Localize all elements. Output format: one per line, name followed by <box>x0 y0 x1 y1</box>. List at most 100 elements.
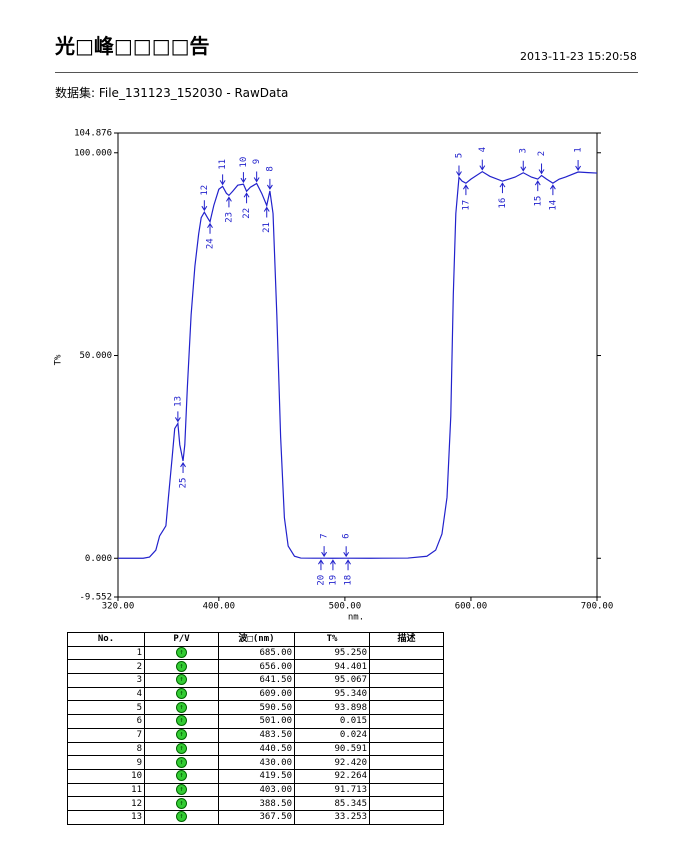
valley-label: 25 <box>179 478 189 489</box>
wavelength: 483.50 <box>218 727 295 743</box>
table-row: 4 ↑ 609.00 95.340 <box>67 686 444 702</box>
transmittance: 90.591 <box>294 741 370 757</box>
y-tick-label: 100.000 <box>74 148 112 158</box>
column-header: T% <box>294 632 370 647</box>
transmittance: 95.250 <box>294 645 370 661</box>
peak-icon: ↑ <box>176 756 187 768</box>
table-row: 7 ↑ 483.50 0.024 <box>67 727 444 743</box>
x-axis-label: nm. <box>348 613 364 623</box>
table-body: 1 ↑ 685.00 95.250 2 ↑ 656.00 94.401 3 ↑ 641.50 95.0… <box>67 645 444 825</box>
wavelength: 501.00 <box>218 714 295 729</box>
transmittance: 94.401 <box>294 659 370 675</box>
pv-cell: ↑ <box>144 645 219 661</box>
valley-marker <box>549 184 556 196</box>
wavelength: 685.00 <box>218 645 295 661</box>
table-header: No. P/V 波□(nm) T% 描述 <box>67 632 444 647</box>
peak-marker <box>253 171 260 183</box>
description-cell <box>369 755 444 770</box>
transmittance: 93.898 <box>294 700 370 716</box>
column-header: 描述 <box>369 632 444 647</box>
y-tick-label: 50.000 <box>79 351 112 361</box>
wavelength: 656.00 <box>218 659 295 675</box>
peak-marker <box>575 160 582 171</box>
peak-label: 13 <box>173 396 183 407</box>
peak-icon: ↑ <box>176 674 187 686</box>
peak-marker <box>479 159 486 171</box>
x-tick-label: 400.00 <box>203 602 236 612</box>
peak-icon: ↑ <box>176 660 187 672</box>
peak-label: 12 <box>200 185 210 196</box>
valley-marker <box>329 559 336 571</box>
wavelength: 641.50 <box>218 673 295 688</box>
valley-label: 22 <box>242 208 252 219</box>
transmittance: 33.253 <box>294 809 370 825</box>
valley-label: 16 <box>498 198 508 209</box>
peak-icon: ↑ <box>176 742 187 754</box>
description-cell <box>369 673 444 688</box>
peak-label: 7 <box>320 533 330 538</box>
row-number: 2 <box>67 659 145 675</box>
wavelength: 419.50 <box>218 768 295 784</box>
table-row: 10 ↑ 419.50 92.264 <box>67 768 444 784</box>
row-number: 11 <box>67 782 145 798</box>
description-cell <box>369 700 444 716</box>
description-cell <box>369 768 444 784</box>
row-number: 6 <box>67 714 145 729</box>
valley-marker <box>462 184 469 196</box>
transmittance: 0.024 <box>294 727 370 743</box>
valley-marker <box>499 182 506 194</box>
pv-cell: ↑ <box>144 809 219 825</box>
table-row: 11 ↑ 403.00 91.713 <box>67 782 444 798</box>
description-cell <box>369 686 444 702</box>
transmittance: 95.067 <box>294 673 370 688</box>
description-cell <box>369 741 444 757</box>
peak-label: 8 <box>265 166 275 171</box>
peak-marker <box>520 160 527 172</box>
valley-label: 17 <box>461 200 471 211</box>
table-row: 1 ↑ 685.00 95.250 <box>67 645 444 661</box>
pv-cell: ↑ <box>144 768 219 784</box>
valley-marker <box>534 180 541 192</box>
peak-table: No. P/V 波□(nm) T% 描述 1 ↑ 685.00 95.250 2 ↑ 656.00 9… <box>67 632 444 825</box>
peak-icon: ↑ <box>176 783 187 795</box>
peak-label: 6 <box>342 533 352 538</box>
x-tick-label: 700.00 <box>581 602 614 612</box>
valley-label: 24 <box>206 238 216 249</box>
peak-label: 2 <box>537 151 547 156</box>
wavelength: 403.00 <box>218 782 295 798</box>
wavelength: 590.50 <box>218 700 295 716</box>
peak-icon: ↑ <box>176 770 187 782</box>
transmittance: 92.420 <box>294 755 370 770</box>
x-tick-label: 500.00 <box>329 602 362 612</box>
peak-marker <box>240 172 247 184</box>
pv-cell: ↑ <box>144 714 219 729</box>
row-number: 13 <box>67 809 145 825</box>
row-number: 12 <box>67 796 145 811</box>
peak-label: 11 <box>218 159 228 170</box>
peak-marker <box>174 411 181 423</box>
peak-icon: ↑ <box>176 729 187 741</box>
valley-label: 21 <box>262 222 272 233</box>
peak-label: 5 <box>454 153 464 158</box>
transmittance: 91.713 <box>294 782 370 798</box>
peak-label: 3 <box>519 148 529 153</box>
y-tick-label: 104.876 <box>74 129 112 139</box>
peak-icon: ↑ <box>176 688 187 700</box>
pv-cell: ↑ <box>144 782 219 798</box>
valley-marker <box>263 206 270 218</box>
peak-label: 1 <box>574 147 584 152</box>
valley-marker <box>318 559 324 571</box>
row-number: 1 <box>67 645 145 661</box>
wavelength: 388.50 <box>218 796 295 811</box>
peak-marker <box>343 546 350 558</box>
peak-marker <box>538 163 545 175</box>
description-cell <box>369 809 444 825</box>
column-header: P/V <box>144 632 219 647</box>
wavelength: 367.50 <box>218 809 295 825</box>
report-date: 2013-11-23 15:20:58 <box>520 50 637 63</box>
peak-label: 9 <box>252 159 262 164</box>
transmittance: 95.340 <box>294 686 370 702</box>
row-number: 10 <box>67 768 145 784</box>
pv-cell: ↑ <box>144 741 219 757</box>
pv-cell: ↑ <box>144 659 219 675</box>
